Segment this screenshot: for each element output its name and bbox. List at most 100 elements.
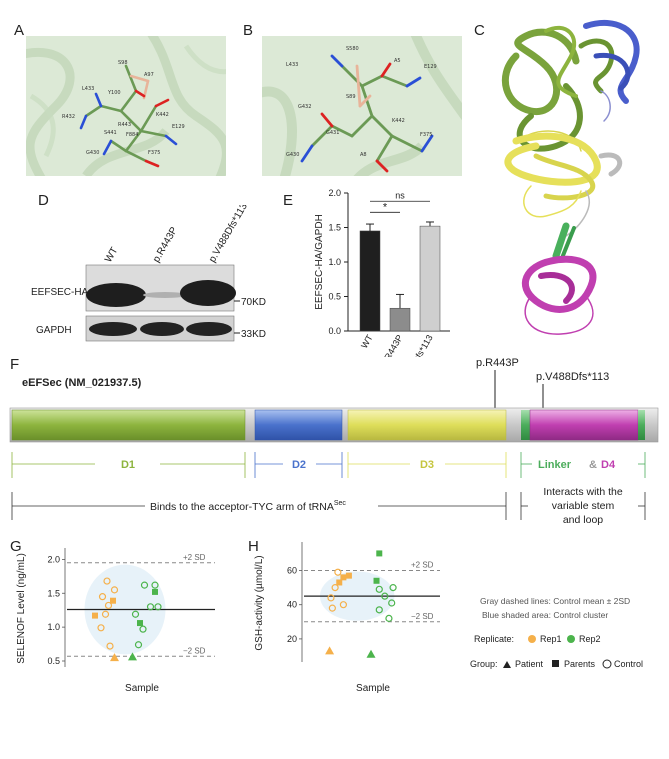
svg-text:S441: S441: [104, 130, 117, 136]
scatter-xlabel: Sample: [356, 683, 390, 694]
svg-text:S98: S98: [118, 60, 128, 66]
svg-text:K442: K442: [392, 118, 405, 124]
legend-patient-label: Patient: [515, 659, 544, 669]
domain-d1-label: D1: [121, 459, 135, 471]
parents-point: [137, 620, 143, 627]
svg-text:G431: G431: [326, 130, 339, 136]
domain-d2-label: D2: [292, 459, 306, 471]
band-r443p-eefsec: [143, 292, 187, 298]
scatter-ylabel: SELENOF Level (ng/mL): [16, 553, 27, 664]
chart-e-xtick: WT: [359, 333, 375, 351]
structure-image-a: S98 A97 Y100 L433 R432 R443 E129 S441 F8…: [26, 36, 226, 176]
svg-text:E129: E129: [172, 124, 185, 130]
linker-bar-end: [638, 410, 645, 440]
legend: Gray dashed lines: Control mean ± 2SD Bl…: [470, 596, 643, 669]
chart-e-sig-2: ns: [395, 190, 405, 200]
parents-point: [345, 572, 352, 579]
svg-text:A5: A5: [394, 58, 401, 64]
mutation-label-2: p.V488Dfs*113: [536, 371, 609, 383]
legend-parents-marker: [552, 660, 559, 667]
lower-2sd-label: −2 SD: [183, 646, 206, 655]
scatter-ytick: 0.5: [47, 656, 60, 666]
legend-control-label: Control: [614, 659, 643, 669]
domain-d3-label: D3: [420, 459, 434, 471]
parents-point: [152, 588, 158, 595]
patient-point: [325, 646, 335, 655]
panel-label-b: B: [243, 22, 254, 39]
binds-text: Binds to the acceptor-TYC arm of tRNASec: [150, 500, 346, 513]
control-point: [339, 601, 348, 609]
band-wt-eefsec: [86, 283, 146, 307]
panel-label-e: E: [283, 192, 294, 209]
chart-e-ytick: 2.0: [328, 188, 341, 198]
svg-text:G432: G432: [298, 104, 311, 110]
control-point: [97, 624, 105, 632]
mutation-label-1: p.R443P: [476, 357, 519, 369]
legend-rep2-label: Rep2: [579, 634, 601, 644]
control-point: [101, 610, 110, 618]
svg-text:Y100: Y100: [107, 90, 121, 96]
svg-text:E129: E129: [424, 64, 437, 70]
panel-label-a: A: [14, 22, 25, 39]
legend-rep2-marker: [567, 635, 575, 643]
scatter-ytick: 1.0: [47, 622, 60, 632]
scatter-ytick: 1.5: [47, 588, 60, 598]
patient-point: [366, 649, 376, 658]
protein-structure-c: [501, 19, 640, 335]
blot-marker-70: 70KD: [241, 297, 266, 308]
chart-e-bar: [359, 230, 381, 332]
svg-text:S89: S89: [346, 94, 356, 100]
panel-label-d: D: [38, 192, 49, 209]
control-point: [106, 642, 114, 650]
lower-2sd-label: −2 SD: [411, 612, 434, 621]
band-v488-gapdh: [186, 322, 232, 336]
blot-row-eefsec: EEFSEC-HA: [31, 287, 89, 298]
svg-text:F884: F884: [126, 132, 138, 138]
control-point: [334, 568, 342, 576]
chart-e-ytick: 0.0: [328, 326, 341, 336]
western-blot-d: WT p.R443P p.V488Dfs*113 EEFSEC-HA GAPDH…: [31, 205, 266, 342]
legend-replicate-label: Replicate:: [474, 634, 514, 644]
legend-rep1-label: Rep1: [540, 634, 562, 644]
svg-text:A8: A8: [360, 152, 367, 158]
domain-d1-bar: [11, 409, 246, 441]
interacts-line-1: Interacts with the: [543, 486, 623, 498]
domain-map-f: eEFSec (NM_021937.5) p.R443P p.V488Dfs*1…: [9, 357, 659, 526]
control-point: [381, 592, 389, 600]
control-point: [110, 586, 119, 594]
patient-point: [128, 652, 137, 661]
scatter-chart-h: 20 40 60 +2 SD −2 SD GSH-activity (µmol/L) Sam…: [254, 542, 440, 694]
interacts-line-2: variable stem: [552, 500, 615, 512]
parents-point: [373, 577, 380, 584]
structure-image-b: S580 A5 E129 L433 S89 G432 G431 F375 G43…: [262, 36, 462, 176]
chart-e-ylabel: EEFSEC-HA/GAPDH: [314, 214, 325, 310]
scatter-ylabel: GSH-activity (µmol/L): [254, 555, 265, 650]
chart-e-sig-1: *: [383, 201, 388, 213]
chart-e-xtick: p.R443P: [379, 333, 405, 357]
chart-e-ytick: 0.5: [328, 292, 341, 302]
control-point: [375, 606, 383, 614]
control-point: [98, 593, 107, 601]
svg-text:L433: L433: [82, 86, 94, 92]
parents-point: [376, 550, 383, 557]
control-point: [389, 584, 397, 592]
linker-bar: [521, 410, 530, 440]
structure-svg-a: S98 A97 Y100 L433 R432 R443 E129 S441 F8…: [26, 36, 226, 176]
amp-label: &: [589, 459, 597, 471]
parents-point: [110, 597, 116, 604]
blot-row-gapdh: GAPDH: [36, 325, 72, 336]
domain-d4-bar: [529, 409, 639, 441]
parents-point: [92, 612, 98, 619]
scatter-xlabel: Sample: [125, 683, 159, 694]
legend-rep1-marker: [528, 635, 536, 643]
svg-text:G430: G430: [286, 152, 299, 158]
scatter-ytick: 2.0: [47, 554, 60, 564]
svg-text:K442: K442: [156, 112, 169, 118]
legend-line-2: Blue shaded area: Control cluster: [482, 610, 608, 620]
control-point: [331, 584, 339, 592]
control-point: [385, 614, 393, 622]
blot-lane-r443p: p.R443P: [151, 225, 180, 264]
band-v488-eefsec: [180, 280, 236, 306]
control-point: [140, 581, 149, 589]
svg-text:L433: L433: [286, 62, 298, 68]
